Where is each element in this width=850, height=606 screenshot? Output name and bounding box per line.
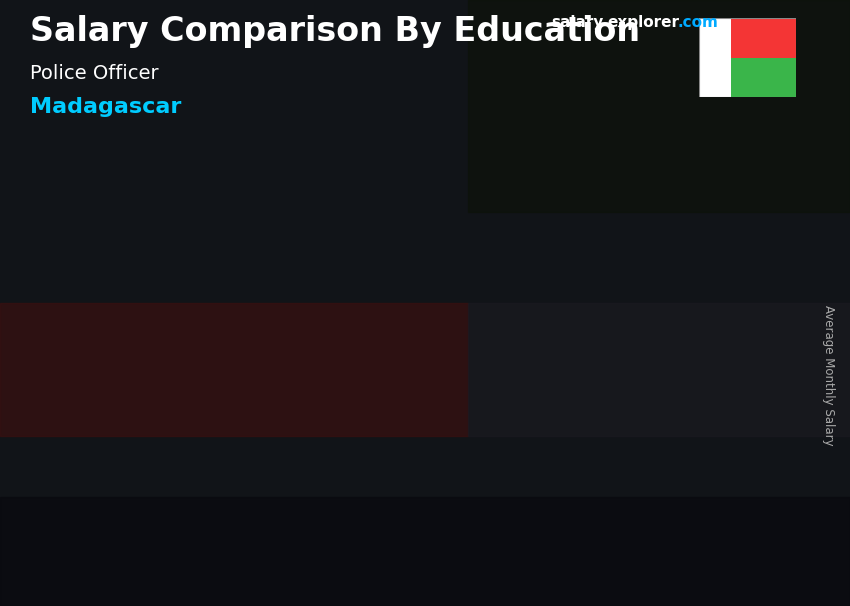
Text: explorer: explorer — [608, 15, 680, 30]
Polygon shape — [455, 367, 464, 533]
Text: salary: salary — [551, 15, 604, 30]
Polygon shape — [122, 425, 224, 431]
Text: +68%: +68% — [472, 184, 562, 211]
Bar — [0, 497, 850, 606]
Bar — [468, 303, 850, 436]
Bar — [363, 373, 455, 533]
Text: Police Officer: Police Officer — [30, 64, 158, 82]
Bar — [731, 18, 796, 58]
Bar — [604, 264, 695, 533]
Text: Salary Comparison By Education: Salary Comparison By Education — [30, 15, 640, 48]
Text: 458,000 MGA: 458,000 MGA — [94, 400, 218, 418]
Bar — [699, 18, 731, 97]
Bar — [468, 0, 850, 212]
Bar — [0, 303, 468, 436]
Text: .com: .com — [677, 15, 718, 30]
Text: 1,210,000 MGA: 1,210,000 MGA — [575, 233, 717, 251]
Text: 719,000 MGA: 719,000 MGA — [334, 342, 458, 360]
Bar — [731, 58, 796, 97]
Polygon shape — [695, 258, 705, 533]
Bar — [122, 431, 213, 533]
Text: Average Monthly Salary: Average Monthly Salary — [822, 305, 836, 446]
Polygon shape — [363, 367, 464, 373]
Polygon shape — [213, 425, 224, 533]
Text: +57%: +57% — [231, 293, 321, 321]
Text: Madagascar: Madagascar — [30, 97, 181, 117]
Polygon shape — [604, 258, 705, 264]
